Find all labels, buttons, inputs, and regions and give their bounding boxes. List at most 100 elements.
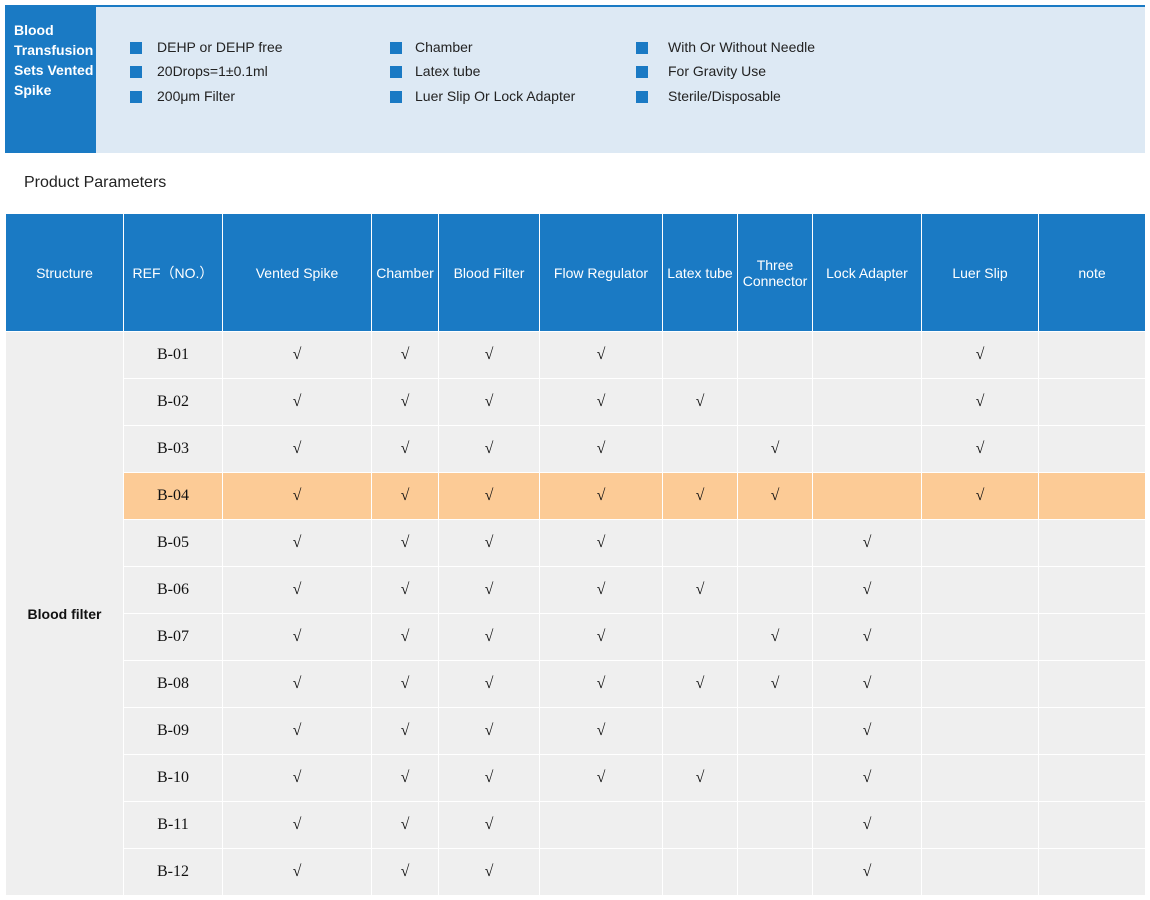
check-cell [1038, 378, 1146, 426]
feature: With Or Without Needle [668, 39, 816, 55]
ref-cell: B-11 [123, 801, 223, 849]
check-cell [812, 425, 922, 473]
table-row: B-08 √ √ √ √ √ √ √ [6, 660, 1146, 708]
header-row: Structure REF（NO.） Vented Spike Chamber Bloo… [5, 213, 1146, 332]
check-cell: √ [371, 707, 439, 755]
table-row: B-02 √ √ √ √ √ √ [6, 378, 1146, 426]
check-cell: √ [438, 519, 540, 567]
check-cell: √ [371, 472, 439, 520]
check-cell: √ [222, 378, 372, 426]
check-cell: √ [812, 801, 922, 849]
ref-cell: B-01 [123, 331, 223, 379]
feature: Sterile/Disposable [668, 88, 781, 104]
check-cell: √ [812, 848, 922, 896]
table-row: B-10 √ √ √ √ √ √ [6, 754, 1146, 802]
table-row: B-05 √ √ √ √ √ [6, 519, 1146, 567]
check-cell [539, 801, 663, 849]
table-row: B-03 √ √ √ √ √ √ [6, 425, 1146, 473]
check-cell: √ [662, 566, 738, 614]
check-cell [1038, 754, 1146, 802]
check-cell [1038, 519, 1146, 567]
check-cell: √ [737, 472, 813, 520]
feature: 20Drops=1±0.1ml [157, 63, 268, 79]
check-cell: √ [438, 378, 540, 426]
check-cell: √ [438, 331, 540, 379]
feature: 200μm Filter [157, 88, 236, 104]
check-cell [812, 378, 922, 426]
check-cell: √ [921, 425, 1039, 473]
check-cell [1038, 660, 1146, 708]
check-cell [662, 519, 738, 567]
check-cell: √ [539, 566, 663, 614]
check-cell: √ [371, 378, 439, 426]
table-row: B-04 √ √ √ √ √ √ √ [6, 472, 1146, 520]
check-cell: √ [371, 613, 439, 661]
check-cell [921, 848, 1039, 896]
check-cell: √ [371, 519, 439, 567]
column-header: Luer Slip [921, 213, 1039, 332]
ref-cell: B-09 [123, 707, 223, 755]
parameters-table: Structure REF（NO.） Vented Spike Chamber Bloo… [5, 213, 1146, 896]
check-cell [662, 801, 738, 849]
check-cell: √ [662, 754, 738, 802]
check-cell [1038, 472, 1146, 520]
ref-cell: B-07 [123, 613, 223, 661]
check-cell: √ [539, 472, 663, 520]
table-row: B-11 √ √ √ √ [6, 801, 1146, 849]
check-cell [737, 378, 813, 426]
check-cell: √ [222, 472, 372, 520]
ref-cell: B-10 [123, 754, 223, 802]
check-cell: √ [222, 331, 372, 379]
ref-cell: B-03 [123, 425, 223, 473]
check-cell [1038, 707, 1146, 755]
column-header: Chamber [371, 213, 439, 332]
check-cell: √ [662, 378, 738, 426]
table-row: B-07 √ √ √ √ √ √ [6, 613, 1146, 661]
check-cell: √ [438, 848, 540, 896]
bullet [390, 66, 402, 78]
check-cell: √ [662, 472, 738, 520]
check-cell [812, 331, 922, 379]
check-cell [921, 801, 1039, 849]
column-header: Vented Spike [222, 213, 372, 332]
bullet [130, 66, 142, 78]
banner-title: Blood Transfusion Sets Vented Spike [5, 5, 96, 153]
check-cell: √ [222, 848, 372, 896]
feature: For Gravity Use [668, 63, 767, 79]
table-row: B-06 √ √ √ √ √ √ [6, 566, 1146, 614]
bullet [390, 42, 402, 54]
check-cell: √ [371, 754, 439, 802]
check-cell [737, 801, 813, 849]
check-cell: √ [812, 707, 922, 755]
check-cell: √ [539, 613, 663, 661]
check-cell: √ [539, 707, 663, 755]
bullet [390, 91, 402, 103]
check-cell [921, 707, 1039, 755]
column-header: note [1038, 213, 1146, 332]
table-row: Blood filter B-01 √ √ √ √ √ [5, 331, 1146, 896]
check-cell: √ [737, 425, 813, 473]
check-cell [662, 613, 738, 661]
feature: Luer Slip Or Lock Adapter [415, 88, 576, 104]
check-cell [812, 472, 922, 520]
check-cell: √ [921, 472, 1039, 520]
feature: Chamber [415, 39, 473, 55]
check-cell [921, 754, 1039, 802]
check-cell: √ [539, 331, 663, 379]
check-cell [1038, 613, 1146, 661]
check-cell: √ [222, 425, 372, 473]
check-cell: √ [371, 566, 439, 614]
check-cell: √ [438, 613, 540, 661]
banner: Blood Transfusion Sets Vented Spike DEHP… [5, 5, 1145, 153]
check-cell: √ [371, 801, 439, 849]
check-cell: √ [737, 613, 813, 661]
check-cell: √ [921, 378, 1039, 426]
column-header: Blood Filter [438, 213, 540, 332]
bullet [636, 91, 648, 103]
feature: Latex tube [415, 63, 481, 79]
ref-cell: B-04 [123, 472, 223, 520]
column-header: REF（NO.） [123, 213, 223, 332]
check-cell: √ [539, 425, 663, 473]
check-cell: √ [222, 613, 372, 661]
